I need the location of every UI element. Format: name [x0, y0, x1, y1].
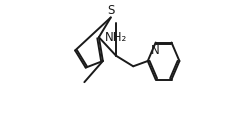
Text: S: S: [107, 4, 114, 17]
Text: N: N: [151, 44, 160, 57]
Text: NH₂: NH₂: [105, 31, 127, 44]
